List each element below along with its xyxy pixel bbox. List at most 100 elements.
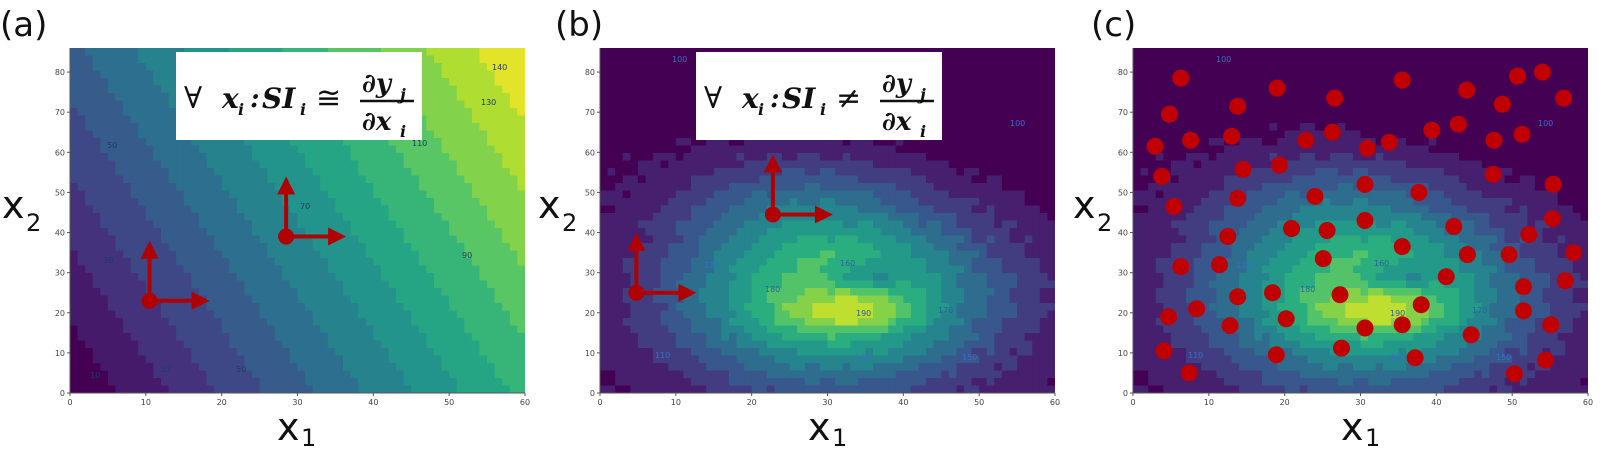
contour-cell — [388, 250, 397, 259]
contour-cell — [305, 318, 314, 327]
contour-cell — [479, 288, 488, 297]
contour-cell — [350, 168, 359, 177]
contour-cell — [426, 78, 435, 87]
contour-cell — [464, 280, 473, 289]
contour-cell — [479, 130, 488, 139]
contour-cell — [888, 205, 897, 214]
contour-cell — [289, 280, 299, 289]
contour-cell — [941, 288, 950, 297]
contour-cell — [797, 295, 806, 304]
contour-cell — [297, 190, 306, 199]
contour-cell — [933, 235, 942, 244]
contour-cell — [176, 183, 185, 192]
contour-cell — [456, 243, 465, 252]
contour-cell — [335, 348, 344, 357]
contour-cell — [426, 93, 435, 102]
contour-cell — [948, 198, 958, 207]
contour-cell — [434, 55, 443, 64]
contour-cell — [123, 130, 132, 139]
contour-cell — [941, 370, 950, 379]
contour-cell — [948, 205, 958, 214]
contour-cell — [782, 183, 791, 192]
contour-cell — [343, 175, 352, 184]
contour-cell — [494, 363, 503, 372]
contour-cell — [161, 378, 170, 387]
contour-cell — [918, 318, 927, 327]
contour-cell — [327, 243, 337, 252]
contour-cell — [691, 160, 700, 169]
contour-cell — [236, 198, 246, 207]
contour-cell — [100, 250, 109, 259]
contour-cell — [615, 190, 624, 199]
contour-cell — [350, 160, 359, 169]
contour-cell — [115, 235, 124, 244]
contour-cell — [880, 370, 889, 379]
contour-cell — [509, 153, 519, 162]
contour-cell — [259, 295, 268, 304]
contour-cell — [797, 385, 806, 393]
contour-cell — [819, 348, 829, 357]
contour-cell — [418, 295, 428, 304]
contour-cell — [956, 93, 965, 102]
contour-cell — [441, 183, 450, 192]
contour-cell — [607, 355, 616, 364]
contour-cell — [948, 288, 958, 297]
contour-cell — [168, 348, 177, 357]
contour-cell — [918, 160, 927, 169]
contour-cell — [176, 370, 185, 379]
contour-cell — [100, 295, 109, 304]
contour-cell — [865, 198, 874, 207]
contour-cell — [320, 168, 329, 177]
contour-cell — [229, 370, 238, 379]
contour-cell — [350, 273, 359, 282]
contour-cell — [77, 258, 86, 267]
contour-cell — [706, 228, 715, 237]
contour-cell — [327, 175, 337, 184]
contour-cell — [888, 235, 897, 244]
contour-cell — [494, 123, 503, 132]
contour-cell — [880, 198, 889, 207]
contour-cell — [350, 220, 359, 229]
contour-cell — [721, 355, 730, 364]
contour-cell — [70, 385, 79, 393]
contour-cell — [449, 243, 458, 252]
contour-cell — [494, 228, 503, 237]
contour-cell — [115, 70, 124, 79]
contour-cell — [168, 130, 177, 139]
contour-cell — [259, 318, 268, 327]
contour-cell — [933, 175, 942, 184]
contour-cell — [683, 333, 692, 342]
contour-cell — [244, 378, 253, 387]
contour-cell — [668, 235, 677, 244]
contour-cell — [418, 108, 428, 117]
contour-cell — [600, 348, 609, 357]
contour-cell — [744, 243, 753, 252]
contour-cell — [607, 280, 616, 289]
contour-cell — [123, 93, 132, 102]
contour-cell — [903, 348, 912, 357]
contour-cell — [751, 160, 760, 169]
contour-cell — [918, 303, 927, 312]
contour-cell — [706, 145, 715, 154]
contour-cell — [880, 213, 889, 222]
contour-cell — [456, 123, 465, 132]
contour-cell — [471, 108, 481, 117]
contour-cell — [622, 250, 631, 259]
contour-cell — [434, 385, 443, 393]
contour-cell — [464, 168, 473, 177]
contour-cell — [244, 273, 253, 282]
contour-cell — [691, 235, 700, 244]
contour-cell — [509, 265, 519, 274]
contour-cell — [600, 205, 609, 214]
contour-cell — [221, 160, 230, 169]
contour-cell — [100, 123, 109, 132]
contour-cell — [388, 310, 397, 319]
contour-cell — [660, 303, 669, 312]
contour-cell — [92, 355, 101, 364]
contour-cell — [464, 325, 473, 334]
contour-cell — [865, 310, 874, 319]
contour-cell — [918, 153, 927, 162]
contour-cell — [358, 310, 367, 319]
contour-cell — [449, 310, 458, 319]
